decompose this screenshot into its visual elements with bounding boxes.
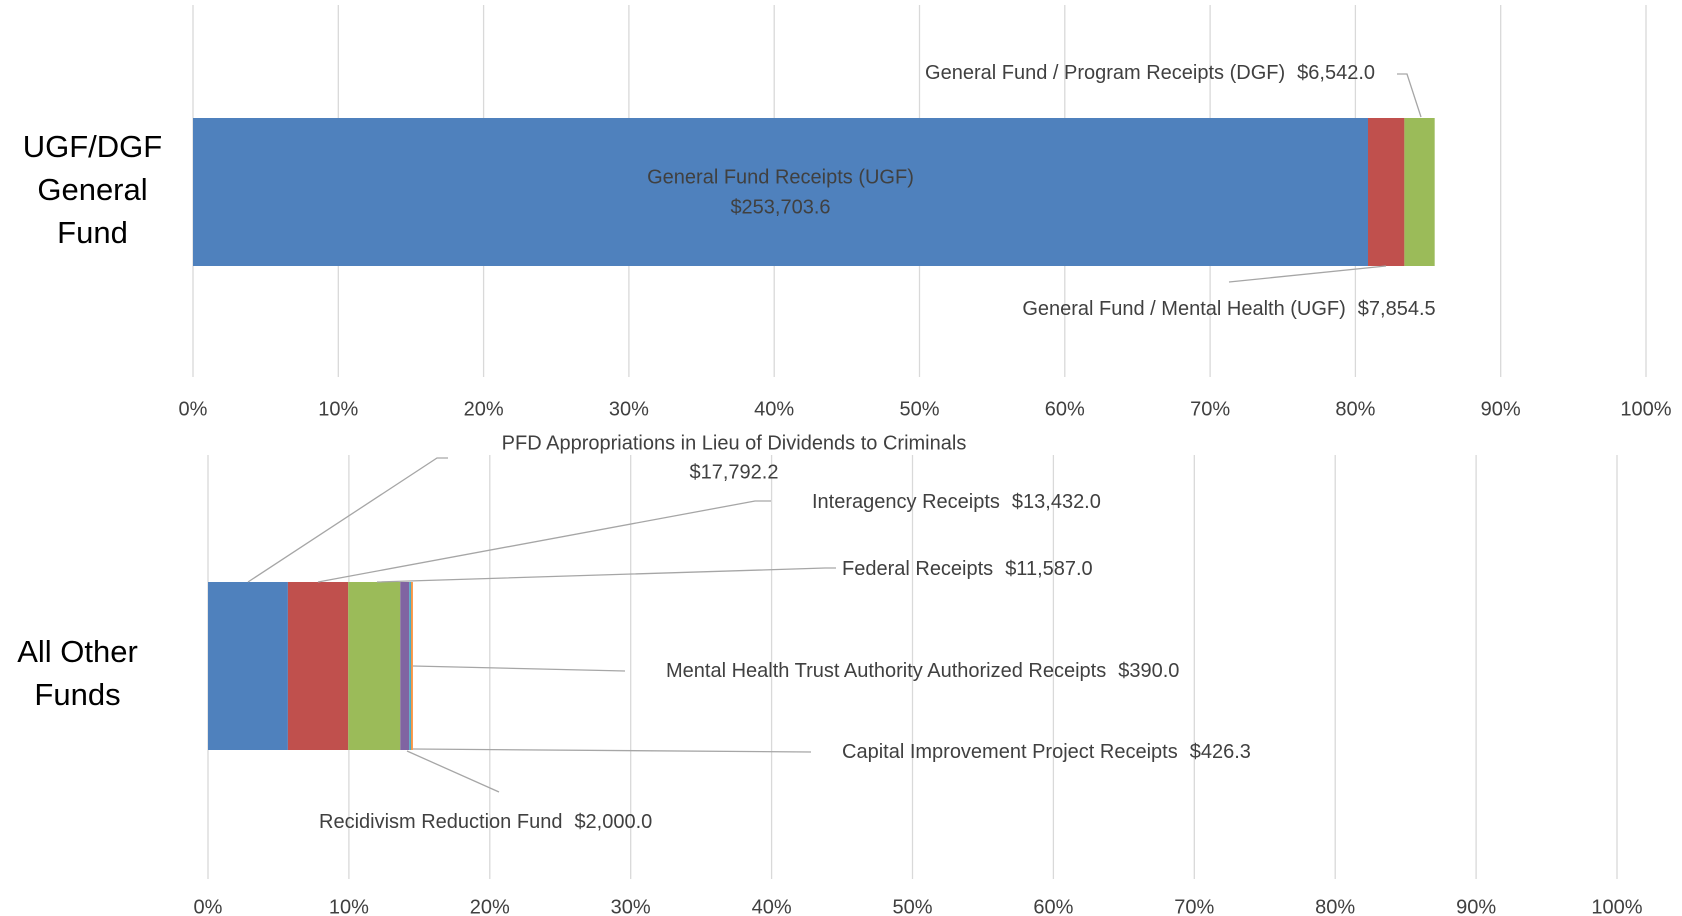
bar-segment <box>1368 118 1405 266</box>
series-label: Interagency Receipts $13,432.0 <box>812 491 1101 513</box>
x-tick-label: 50% <box>892 896 932 916</box>
x-tick-label: 60% <box>1033 896 1073 916</box>
x-tick-label: 30% <box>611 896 651 916</box>
x-tick-label: 90% <box>1481 398 1521 420</box>
category-label: All Other Funds <box>17 634 138 712</box>
series-label: General Fund / Mental Health (UGF) $7,854… <box>1022 298 1435 320</box>
x-tick-label: 50% <box>899 398 939 420</box>
x-tick-label: 30% <box>609 398 649 420</box>
x-tick-label: 80% <box>1335 398 1375 420</box>
data-label: $6,542.0 <box>1297 62 1375 84</box>
data-label: $13,432.0 <box>1012 491 1101 513</box>
data-label: $11,587.0 <box>1005 558 1093 580</box>
bar-segment <box>400 582 410 750</box>
data-label: $17,792.2 <box>690 461 779 483</box>
series-label: General Fund Receipts (UGF) <box>647 166 914 188</box>
x-tick-label: 10% <box>329 896 369 916</box>
bar-segment <box>1404 118 1435 266</box>
bar-segment <box>409 582 412 750</box>
series-label: General Fund / Program Receipts (DGF) $6,… <box>925 62 1375 84</box>
x-tick-label: 20% <box>464 398 504 420</box>
bar-segment <box>208 582 288 750</box>
x-tick-label: 100% <box>1591 896 1642 916</box>
x-tick-label: 0% <box>194 896 223 916</box>
series-name: General Fund / Mental Health (UGF) <box>1022 298 1345 320</box>
series-label: PFD Appropriations in Lieu of Dividends … <box>502 432 967 454</box>
leader-line <box>1228 265 1387 283</box>
bar-segment <box>193 118 1369 266</box>
x-tick-label: 70% <box>1190 398 1230 420</box>
x-tick-label: 20% <box>470 896 510 916</box>
category-label: UGF/DGF General Fund <box>22 129 163 250</box>
x-tick-label: 40% <box>752 896 792 916</box>
leader-line <box>412 665 626 672</box>
series-name: General Fund / Program Receipts (DGF) <box>925 62 1285 84</box>
data-label: $2,000.0 <box>574 811 652 833</box>
series-label: Recidivism Reduction Fund $2,000.0 <box>319 811 652 833</box>
x-tick-label: 40% <box>754 398 794 420</box>
data-label: $390.0 <box>1118 660 1179 682</box>
leader-line <box>1397 73 1422 118</box>
leader-line <box>317 500 771 583</box>
leader-line <box>412 748 812 753</box>
leader-line <box>406 750 500 793</box>
series-name: Mental Health Trust Authority Authorized… <box>666 660 1106 682</box>
data-label: $253,703.6 <box>730 196 830 218</box>
series-label: Capital Improvement Project Receipts $426… <box>842 741 1251 763</box>
data-label: $7,854.5 <box>1358 298 1436 320</box>
bar-segment <box>287 582 349 750</box>
bar-segment <box>411 582 413 750</box>
x-tick-label: 90% <box>1456 896 1496 916</box>
x-tick-label: 0% <box>179 398 208 420</box>
series-label: Mental Health Trust Authority Authorized… <box>666 660 1179 682</box>
data-label: $426.3 <box>1190 741 1251 763</box>
leader-line <box>376 567 836 583</box>
x-tick-label: 80% <box>1315 896 1355 916</box>
series-name: Federal Receipts <box>842 558 993 580</box>
x-tick-label: 100% <box>1620 398 1671 420</box>
bar-segment <box>348 582 401 750</box>
series-name: Recidivism Reduction Fund <box>319 811 562 833</box>
leader-line <box>247 457 448 583</box>
series-name: Interagency Receipts <box>812 491 1000 513</box>
x-tick-label: 70% <box>1174 896 1214 916</box>
x-tick-label: 60% <box>1045 398 1085 420</box>
x-tick-label: 10% <box>318 398 358 420</box>
series-name: Capital Improvement Project Receipts <box>842 741 1178 763</box>
series-label: Federal Receipts $11,587.0 <box>842 558 1093 580</box>
